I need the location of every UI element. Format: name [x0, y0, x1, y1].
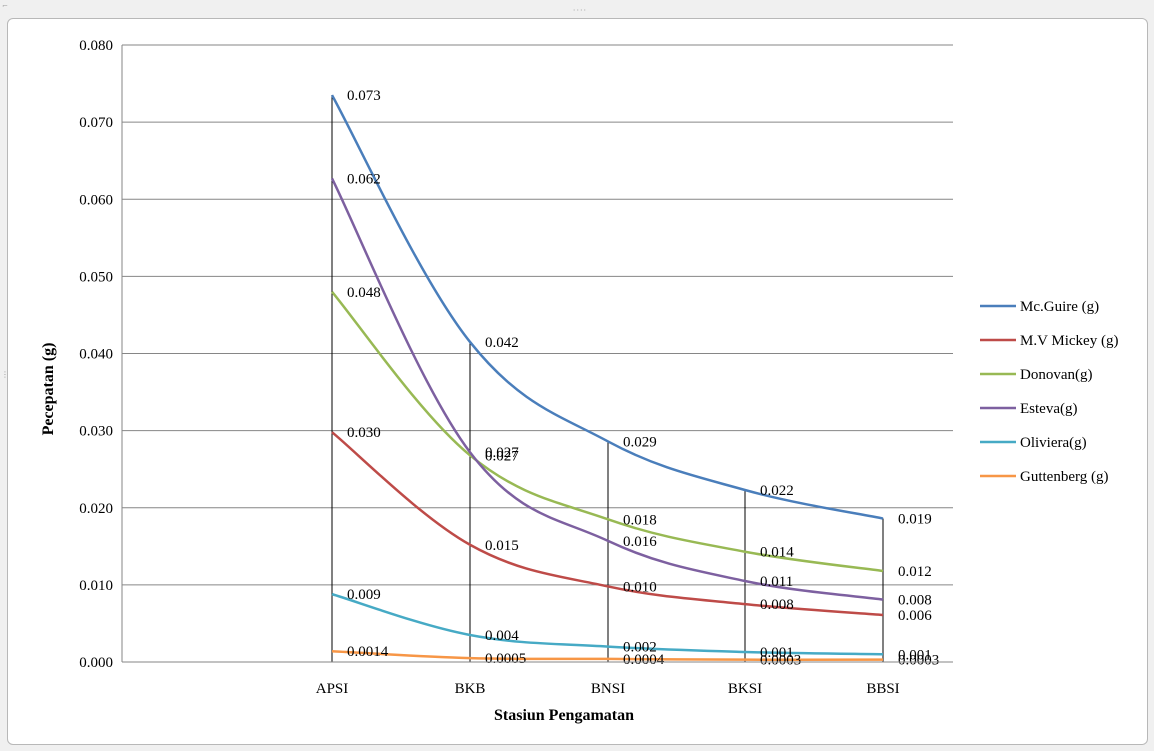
data-label: 0.008 — [898, 593, 932, 609]
series-line — [331, 592, 884, 656]
legend-entry: Oliviera(g) — [1020, 435, 1087, 451]
x-tick-label: BKB — [455, 681, 486, 697]
data-label: 0.009 — [347, 587, 381, 603]
data-label: 0.016 — [623, 534, 657, 550]
data-label: 0.048 — [347, 285, 381, 301]
data-label: 0.0004 — [623, 652, 665, 668]
y-tick-label: 0.040 — [79, 347, 113, 363]
legend-entry: Mc.Guire (g) — [1020, 299, 1099, 315]
data-label: 0.001 — [760, 645, 794, 661]
y-tick-label: 0.060 — [79, 192, 113, 208]
series-line — [331, 649, 884, 661]
data-label: 0.008 — [760, 597, 794, 613]
y-tick-label: 0.080 — [79, 38, 113, 54]
top-resize-grip[interactable]: ···· — [572, 6, 588, 15]
y-tick-label: 0.030 — [79, 424, 113, 440]
legend-entry: Donovan(g) — [1020, 367, 1092, 383]
y-axis-title: Pecepatan (g) — [40, 343, 57, 436]
legend-entry: M.V Mickey (g) — [1020, 333, 1118, 349]
data-label: 0.030 — [347, 425, 381, 441]
data-label: 0.010 — [623, 579, 657, 595]
data-label: 0.011 — [760, 574, 793, 590]
data-label: 0.073 — [347, 88, 381, 104]
y-tick-label: 0.070 — [79, 115, 113, 131]
data-label: 0.0003 — [898, 653, 939, 669]
x-tick-label: APSI — [316, 681, 349, 697]
legend-entry: Guttenberg (g) — [1020, 469, 1108, 485]
x-tick-label: BNSI — [591, 681, 625, 697]
x-tick-label: BKSI — [728, 681, 762, 697]
axes: 0.000 0.010 0.020 0.030 0.040 0.050 0.060 0.070… — [79, 38, 953, 697]
left-resize-grip[interactable]: ⋮ — [1, 370, 9, 379]
data-label: 0.004 — [485, 628, 519, 644]
data-label: 0.027 — [485, 445, 519, 461]
x-axis-title: Stasiun Pengamatan — [494, 707, 634, 724]
y-tick-label: 0.020 — [79, 501, 113, 517]
data-label: 0.027 — [485, 448, 519, 464]
data-label: 0.015 — [485, 538, 519, 554]
data-label: 0.0003 — [760, 653, 801, 669]
y-tick-label: 0.000 — [79, 655, 113, 671]
gridlines — [122, 44, 953, 663]
data-label: 0.029 — [623, 434, 657, 450]
series-line — [331, 290, 884, 573]
data-label: 0.0005 — [485, 651, 526, 667]
data-label: 0.0014 — [347, 644, 389, 660]
drop-lines — [331, 95, 884, 662]
data-label: 0.006 — [898, 608, 932, 624]
data-label: 0.014 — [760, 545, 794, 561]
data-label: 0.022 — [760, 483, 794, 499]
corner-resize-handle[interactable]: ⌐ — [2, 2, 8, 10]
series-line — [330, 94, 884, 520]
series-line — [330, 177, 884, 601]
legend-entry: Esteva(g) — [1020, 401, 1077, 417]
data-label: 0.019 — [898, 512, 932, 528]
data-label: 0.012 — [898, 564, 932, 580]
data-label: 0.062 — [347, 171, 381, 187]
legend: Mc.Guire (g) M.V Mickey (g) Donovan(g) Este… — [980, 299, 1118, 485]
series-line — [331, 431, 884, 617]
chart-frame — [7, 18, 1148, 745]
y-tick-label: 0.050 — [79, 269, 113, 285]
data-label: 0.042 — [485, 335, 519, 351]
x-tick-label: BBSI — [866, 681, 899, 697]
data-label: 0.018 — [623, 512, 657, 528]
series-lines — [330, 94, 884, 661]
data-labels: 0.073 0.042 0.029 0.022 0.019 0.030 0.015 0.010… — [347, 88, 939, 669]
y-tick-label: 0.010 — [79, 578, 113, 594]
data-label: 0.002 — [623, 640, 657, 656]
data-label: 0.001 — [898, 647, 932, 663]
